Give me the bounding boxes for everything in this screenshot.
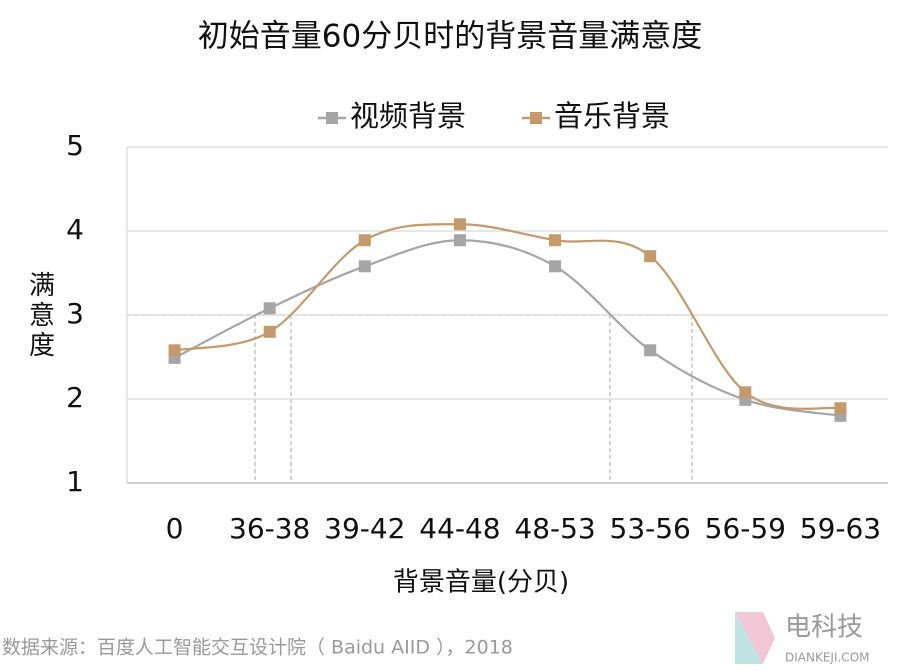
- series-line: [174, 239, 841, 417]
- x-tick-label: 0: [166, 512, 184, 545]
- data-point: [549, 260, 562, 273]
- watermark-logo: 电科技 DIANKEJI.COM: [735, 612, 870, 665]
- chart-title: 初始音量60分贝时的背景音量满意度: [198, 19, 702, 55]
- y-tick-label: 3: [66, 297, 84, 330]
- x-tick-label: 44-48: [419, 512, 500, 545]
- legend-label: 音乐背景: [554, 99, 670, 133]
- x-tick-label: 39-42: [324, 512, 405, 545]
- data-point: [739, 386, 752, 399]
- legend-label: 视频背景: [350, 99, 466, 133]
- x-tick-label: 48-53: [514, 512, 595, 545]
- y-tick-label: 1: [66, 465, 84, 498]
- data-point: [549, 234, 562, 247]
- y-tick-label: 5: [66, 129, 84, 162]
- legend-marker: [530, 112, 542, 124]
- data-point: [453, 218, 466, 231]
- x-tick-label: 36-38: [229, 512, 310, 545]
- x-tick-label: 59-63: [800, 512, 881, 545]
- data-point: [263, 325, 276, 338]
- source-note: 数据来源：百度人工智能交互设计院（ Baidu AIID ），2018: [2, 637, 513, 659]
- x-tick-label: 56-59: [705, 512, 786, 545]
- legend-marker: [326, 112, 338, 124]
- watermark-text: 电科技: [785, 613, 863, 643]
- data-point: [358, 234, 371, 247]
- data-point: [263, 302, 276, 315]
- x-axis-label: 背景音量(分贝): [393, 568, 569, 598]
- data-point: [644, 250, 657, 263]
- data-point: [168, 344, 181, 357]
- y-axis-label: 满意度: [29, 271, 55, 361]
- data-point: [358, 260, 371, 273]
- x-tick-label: 53-56: [610, 512, 691, 545]
- y-tick-label: 2: [66, 381, 84, 414]
- watermark-url: DIANKEJI.COM: [785, 651, 870, 665]
- series-line: [174, 223, 841, 410]
- data-point: [644, 344, 657, 357]
- data-point: [834, 402, 847, 415]
- y-tick-label: 4: [66, 213, 84, 246]
- data-point: [453, 234, 466, 247]
